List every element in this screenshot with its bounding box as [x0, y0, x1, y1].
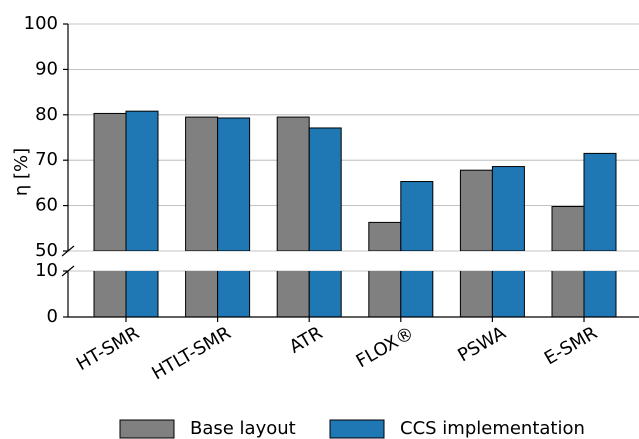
y-tick-label: 0	[47, 306, 58, 327]
y-tick-label: 50	[35, 240, 58, 261]
bar-lower	[276, 271, 310, 317]
bar	[93, 112, 127, 251]
legend-swatch	[329, 419, 385, 439]
x-tick-label: HTLT-SMR	[148, 322, 234, 384]
bar-lower	[491, 271, 525, 317]
bar	[276, 116, 310, 251]
bar	[583, 152, 617, 251]
x-tick-label: E-SMR	[541, 322, 601, 369]
bar-lower	[368, 271, 402, 317]
y-tick-label: 100	[24, 13, 58, 34]
bars	[93, 110, 617, 317]
y-axis-label: η [%]	[11, 148, 32, 196]
bar-lower	[400, 271, 434, 317]
bar-lower	[185, 271, 219, 317]
bar-lower	[551, 271, 585, 317]
y-tick-label: 80	[35, 104, 58, 125]
bar-lower	[459, 271, 493, 317]
bar	[308, 127, 342, 251]
bar	[459, 169, 493, 251]
bar	[217, 117, 251, 251]
bar	[368, 221, 402, 251]
bar	[400, 181, 434, 251]
y-tick-label: 10	[35, 260, 58, 281]
x-tick-label: ATR	[286, 322, 326, 357]
y-tick-label: 70	[35, 149, 58, 170]
x-tick-label: HT-SMR	[73, 322, 143, 375]
y-tick-label: 60	[35, 195, 58, 216]
y-tick-label: 90	[35, 58, 58, 79]
legend-swatch	[119, 419, 175, 439]
bar	[125, 110, 159, 251]
bar-lower	[125, 271, 159, 317]
x-tick-label: FLOX®	[353, 322, 418, 372]
bar	[185, 116, 219, 251]
bar-lower	[308, 271, 342, 317]
bar	[491, 166, 525, 251]
bar-lower	[217, 271, 251, 317]
bar-lower	[93, 271, 127, 317]
bar	[551, 206, 585, 251]
x-tick-label: PSWA	[454, 322, 510, 366]
legend-label: Base layout	[190, 418, 296, 439]
legend-label: CCS implementation	[400, 418, 585, 439]
